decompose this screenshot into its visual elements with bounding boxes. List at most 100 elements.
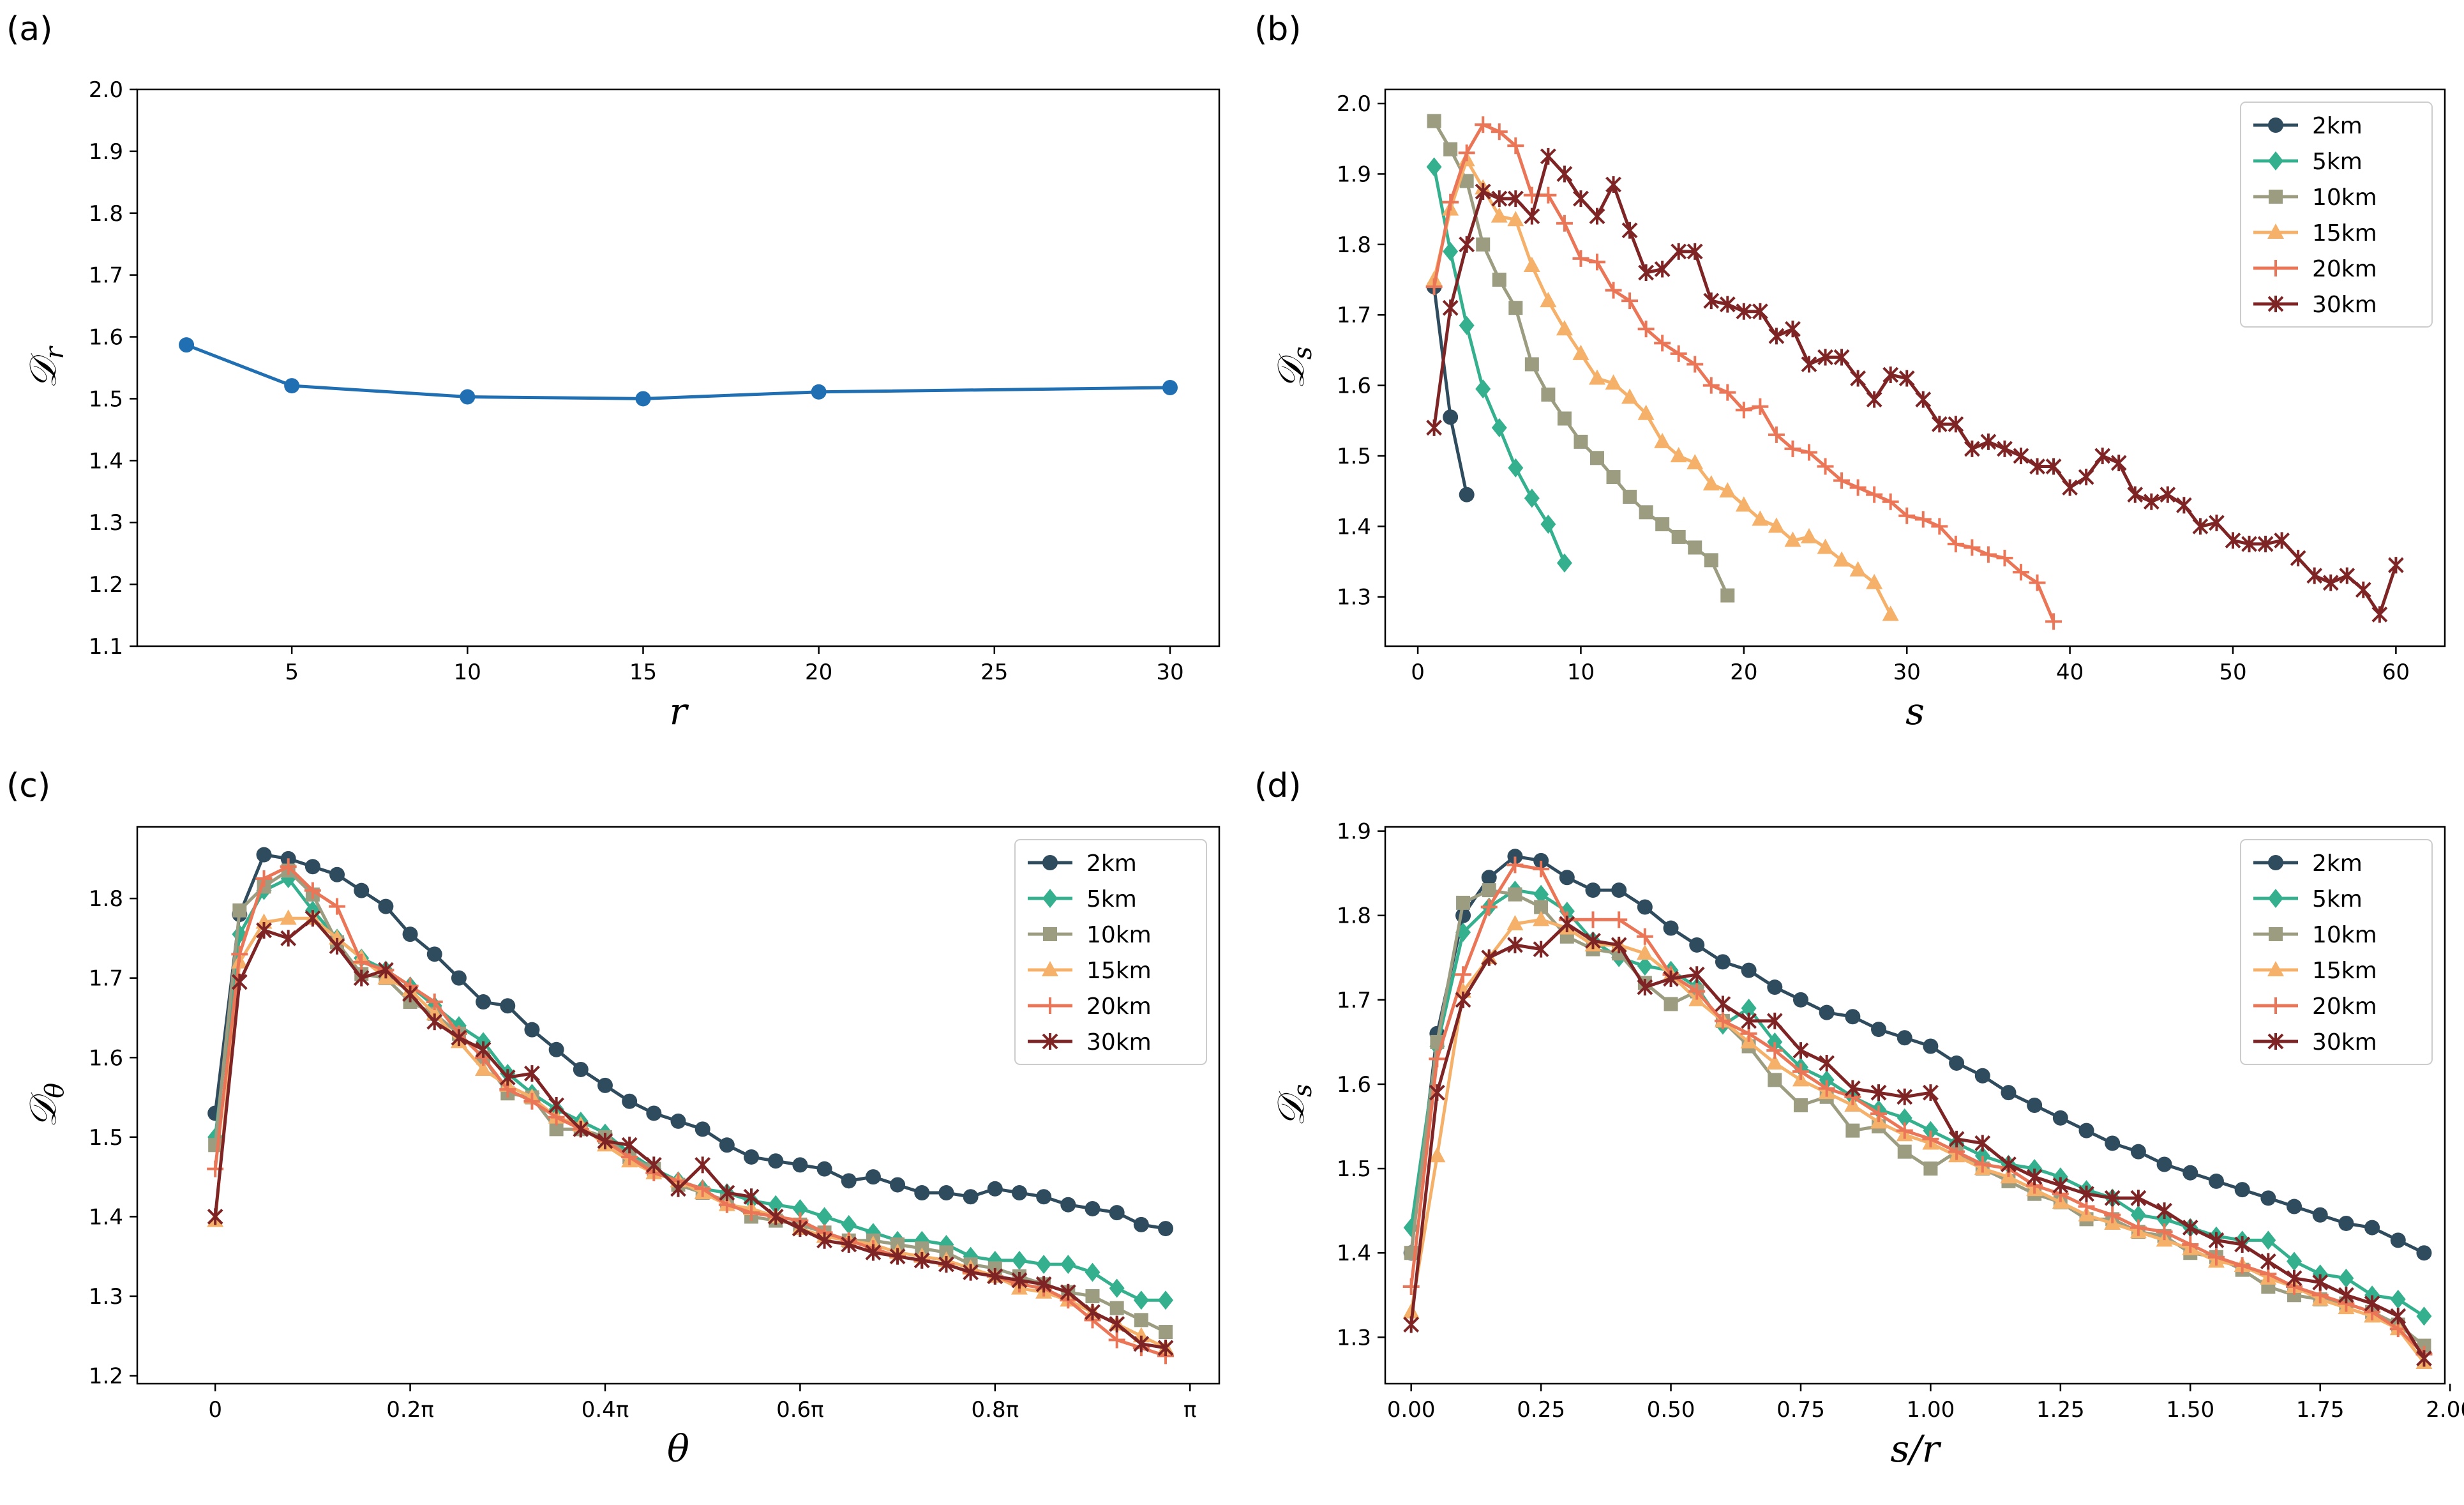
legend-label: 15km <box>1086 958 1152 984</box>
data-point <box>1491 190 1508 208</box>
data-point <box>208 1138 223 1153</box>
legend-swatch-marker <box>1042 855 1058 870</box>
data-point <box>1540 515 1556 534</box>
data-point <box>1109 1315 1125 1333</box>
data-point <box>670 1113 686 1129</box>
data-point <box>1426 419 1443 436</box>
data-point <box>280 858 297 875</box>
data-point <box>2390 1289 2406 1309</box>
data-point <box>1621 292 1639 310</box>
series-10km <box>1427 114 1735 603</box>
data-point <box>2290 550 2306 567</box>
data-point <box>2143 493 2160 510</box>
x-tick-label: 0.4π <box>582 1397 629 1423</box>
y-tick-label: 1.5 <box>89 1125 123 1151</box>
data-point <box>1541 387 1556 402</box>
data-point <box>1011 1272 1028 1289</box>
data-point <box>1109 1205 1125 1221</box>
data-point <box>2105 1135 2121 1151</box>
data-point <box>2286 1269 2302 1287</box>
series-2km <box>1403 849 2432 1261</box>
data-point <box>2078 1123 2094 1138</box>
data-point <box>353 969 370 987</box>
data-point <box>231 946 248 963</box>
x-tick-label: 0.8π <box>972 1397 1019 1423</box>
data-point <box>1844 1080 1861 1097</box>
legend-box <box>2240 839 2433 1065</box>
data-point <box>841 1236 857 1253</box>
data-point <box>1572 344 1589 360</box>
data-point <box>1719 384 1736 401</box>
data-point <box>2182 1236 2199 1253</box>
legend-label: 10km <box>2312 185 2377 211</box>
data-point <box>1492 273 1506 287</box>
data-point <box>2287 1252 2302 1271</box>
data-point <box>1818 1080 1835 1097</box>
data-point <box>548 1041 564 1057</box>
data-point <box>2207 1248 2225 1266</box>
data-point <box>1508 887 1522 902</box>
series-line <box>1432 123 2055 623</box>
y-tick-label: 1.8 <box>1337 904 1371 929</box>
data-point <box>179 337 195 353</box>
x-tick-label: 30 <box>1156 660 1183 685</box>
data-point <box>2364 1220 2380 1236</box>
data-point <box>1482 883 1496 898</box>
legend-label: 2km <box>2312 851 2363 877</box>
data-point <box>816 1161 832 1177</box>
data-point <box>2127 486 2144 503</box>
data-point <box>1817 538 1834 554</box>
data-point <box>1817 458 1834 475</box>
data-point <box>231 973 248 990</box>
x-tick-label: 20 <box>1730 660 1757 685</box>
data-point <box>792 1199 808 1218</box>
legend-entry: 10km <box>2253 185 2377 211</box>
data-point <box>2260 1230 2276 1250</box>
data-point <box>378 898 394 914</box>
data-point <box>524 1065 540 1082</box>
legend: 2km 5km 10km 15km 20km 30km <box>2240 102 2433 328</box>
data-point <box>2156 1156 2172 1172</box>
data-point <box>1974 1146 1990 1166</box>
legend-label: 20km <box>1086 994 1152 1020</box>
y-tick-label: 1.4 <box>89 1204 123 1230</box>
data-point <box>499 1069 516 1086</box>
data-point <box>2208 1232 2225 1249</box>
data-point <box>1897 1108 1912 1128</box>
data-point <box>1480 898 1498 916</box>
data-point <box>1011 1250 1027 1270</box>
data-point <box>1556 215 1573 232</box>
series-line <box>213 869 1167 1334</box>
data-point <box>1654 261 1671 278</box>
x-tick-label: 2.00 <box>2426 1397 2464 1423</box>
data-point <box>1429 1050 1446 1068</box>
data-point <box>1688 966 1705 983</box>
data-point <box>767 1208 784 1225</box>
legend-entry: 30km <box>2253 292 2377 318</box>
data-point <box>573 1121 589 1138</box>
data-point <box>1637 321 1655 338</box>
y-tick-label: 1.2 <box>89 1364 123 1389</box>
data-point <box>1639 505 1653 520</box>
data-point <box>1427 114 1441 128</box>
x-tick-label: 0 <box>208 1397 222 1423</box>
data-point <box>1459 315 1475 335</box>
data-point <box>1133 1290 1149 1310</box>
data-point <box>1621 222 1638 239</box>
legend-swatch-marker <box>1042 961 1058 976</box>
data-point <box>1491 418 1507 437</box>
data-point <box>1476 237 1491 252</box>
data-point <box>2104 1190 2121 1207</box>
data-point <box>1035 1276 1052 1293</box>
x-tick-label: 0.00 <box>1387 1397 1436 1423</box>
data-point <box>1585 882 1601 898</box>
data-point <box>1060 1197 1076 1213</box>
data-point <box>304 910 321 927</box>
data-point <box>1540 186 1557 204</box>
data-point <box>2355 581 2371 598</box>
legend-swatch-marker <box>2267 1033 2284 1050</box>
data-point <box>1491 123 1508 140</box>
data-point <box>1636 928 1653 945</box>
data-point <box>426 1013 443 1031</box>
data-point <box>1060 1255 1076 1274</box>
